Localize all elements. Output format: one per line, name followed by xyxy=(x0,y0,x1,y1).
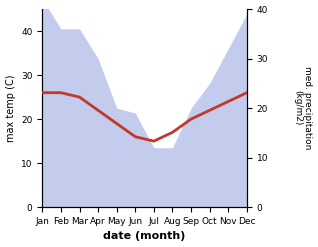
X-axis label: date (month): date (month) xyxy=(103,231,186,242)
Y-axis label: med. precipitation
(kg/m2): med. precipitation (kg/m2) xyxy=(293,66,313,150)
Y-axis label: max temp (C): max temp (C) xyxy=(5,74,16,142)
